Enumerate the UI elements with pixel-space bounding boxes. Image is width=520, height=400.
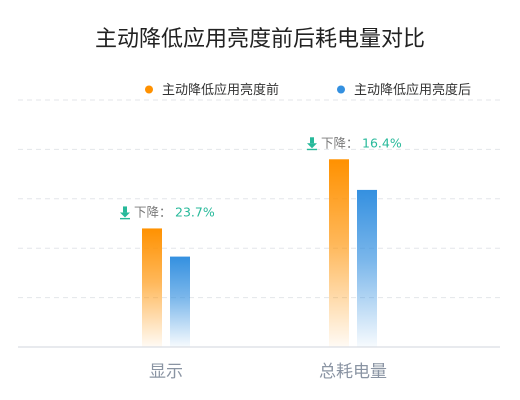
down-arrow-icon [307, 137, 317, 151]
chart-title: 主动降低应用亮度前后耗电量对比 [95, 27, 425, 52]
bar-before-0 [142, 228, 162, 347]
bar-after-0 [170, 256, 190, 347]
legend-label: 主动降低应用亮度前 [162, 82, 279, 98]
annotation-value: 16.4% [362, 135, 402, 150]
legend-label: 主动降低应用亮度后 [354, 82, 471, 98]
down-arrow-icon [120, 206, 130, 220]
annotations: 下降： 23.7%下降： 16.4% [120, 135, 402, 219]
bar-after-1 [357, 189, 377, 347]
grid-lines [18, 99, 500, 299]
x-axis: 显示 总耗电量 [18, 346, 500, 382]
annotation-value: 23.7% [175, 204, 215, 219]
legend-marker [337, 85, 345, 94]
bar-before-1 [329, 159, 349, 347]
decrease-annotation: 下降： 16.4% [307, 135, 402, 150]
category-label: 总耗电量 [319, 362, 387, 382]
annotation-label: 下降： [321, 135, 359, 150]
legend-item: 主动降低应用亮度后 [337, 82, 471, 98]
annotation-label: 下降： [134, 204, 172, 219]
legend: 主动降低应用亮度前 主动降低应用亮度后 [145, 82, 471, 98]
decrease-annotation: 下降： 23.7% [120, 204, 215, 219]
legend-item: 主动降低应用亮度前 [145, 82, 279, 98]
bars [142, 159, 377, 347]
legend-marker [145, 85, 153, 94]
category-label: 显示 [149, 362, 183, 382]
